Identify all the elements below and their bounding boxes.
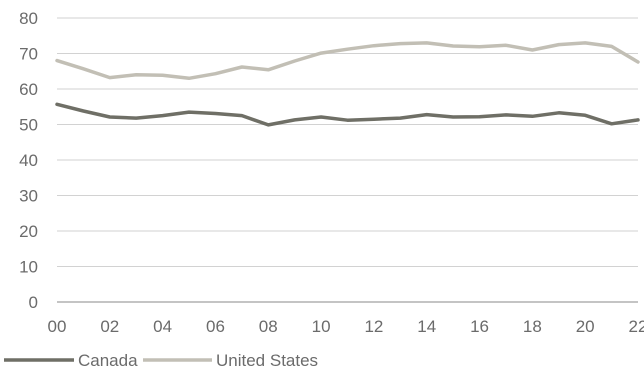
y-tick-label-0: 0 <box>29 293 38 312</box>
x-tick-label-00: 00 <box>48 317 67 336</box>
legend-label-canada: Canada <box>78 351 138 370</box>
x-tick-label-16: 16 <box>470 317 489 336</box>
x-tick-label-20: 20 <box>576 317 595 336</box>
x-tick-label-18: 18 <box>523 317 542 336</box>
x-tick-label-06: 06 <box>206 317 225 336</box>
y-tick-label-20: 20 <box>19 222 38 241</box>
x-tick-label-10: 10 <box>312 317 331 336</box>
y-axis-tick-labels: 0 10 20 30 40 50 60 70 80 <box>19 9 38 312</box>
x-tick-label-12: 12 <box>364 317 383 336</box>
series-line-united-states <box>55 41 640 81</box>
gridlines <box>57 17 638 267</box>
legend-label-united-states: United States <box>216 351 318 370</box>
y-tick-label-40: 40 <box>19 151 38 170</box>
x-tick-label-22: 22 <box>629 317 644 336</box>
y-tick-label-10: 10 <box>19 258 38 277</box>
x-tick-label-08: 08 <box>259 317 278 336</box>
y-tick-label-60: 60 <box>19 80 38 99</box>
y-tick-label-80: 80 <box>19 9 38 28</box>
y-tick-label-50: 50 <box>19 116 38 135</box>
x-tick-label-04: 04 <box>153 317 172 336</box>
series-line-canada <box>55 102 640 127</box>
x-axis-tick-labels: 00 02 04 06 08 10 12 14 16 18 20 22 <box>48 317 644 336</box>
y-tick-label-70: 70 <box>19 45 38 64</box>
x-tick-label-02: 02 <box>100 317 119 336</box>
series-lines <box>55 41 640 127</box>
x-tick-label-14: 14 <box>417 317 436 336</box>
y-tick-label-30: 30 <box>19 187 38 206</box>
legend: Canada United States <box>4 351 318 370</box>
